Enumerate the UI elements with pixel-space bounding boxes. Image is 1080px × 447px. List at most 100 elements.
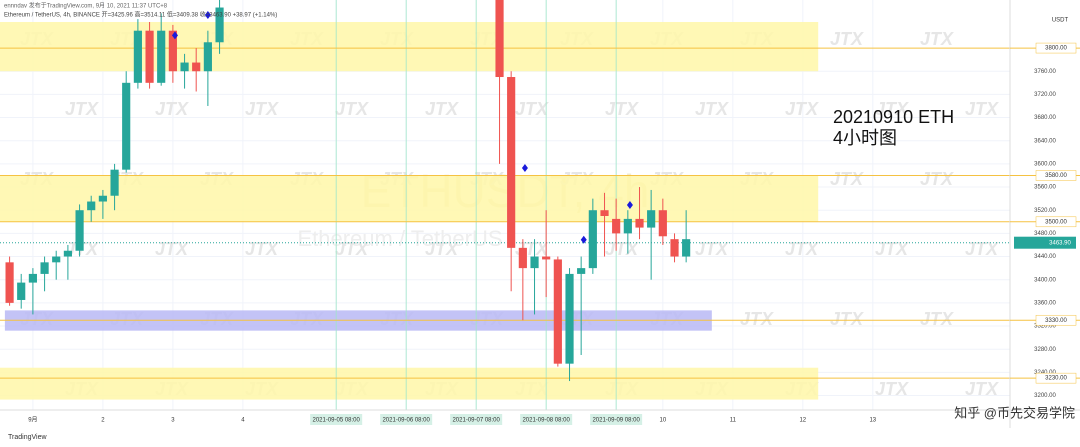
candle-body <box>565 273 574 364</box>
annotation: 4小时图 <box>833 128 897 148</box>
x-tick-label: 13 <box>869 418 876 424</box>
candle-body <box>682 239 691 257</box>
currency: USDT <box>1052 18 1069 24</box>
x-tick-label: 2021-09-06 08:00 <box>382 418 430 424</box>
x-tick-bg <box>450 414 503 425</box>
candle-body <box>507 77 516 248</box>
y-tick-label: 3320.00 <box>1034 324 1056 330</box>
y-tick-label: 3560.00 <box>1034 185 1056 191</box>
y-tick-label: 3480.00 <box>1034 231 1056 237</box>
candle-body <box>542 256 551 260</box>
x-tick-label: 2021-09-09 08:00 <box>592 418 640 424</box>
y-tick-label: 3440.00 <box>1034 254 1056 260</box>
zone <box>0 175 819 222</box>
watermark-tile: JTX <box>335 99 369 119</box>
watermark-tile: JTX <box>245 239 279 259</box>
watermark-tile: JTX <box>695 239 729 259</box>
publisher: ennndav 发布于TradingView.com, 9月 10, 2021 … <box>4 2 168 10</box>
watermark-tile: JTX <box>785 99 819 119</box>
x-tick-label: 3 <box>171 418 175 424</box>
candle-body <box>133 30 142 83</box>
x-tick-bg <box>380 414 433 425</box>
candle-body <box>28 273 37 283</box>
x-tick-label: 2021-09-07 08:00 <box>452 418 500 424</box>
watermark-tile: JTX <box>875 379 909 399</box>
x-tick-label: 11 <box>730 418 737 424</box>
signal-marker <box>626 201 633 209</box>
candle-body <box>157 30 166 83</box>
signal-marker <box>521 163 528 172</box>
y-tick-label: 3640.00 <box>1034 138 1056 144</box>
level-label: 3800.00 <box>1045 46 1067 52</box>
last-price-bg <box>1014 236 1076 249</box>
watermark-tile: JTX <box>605 99 639 119</box>
watermark-tile: JTX <box>605 239 639 259</box>
y-tick-label: 3360.00 <box>1034 300 1056 306</box>
candle-body <box>647 210 656 228</box>
watermark-tile: JTX <box>830 169 864 189</box>
watermark-tile: JTX <box>965 99 999 119</box>
candle-body <box>518 247 527 269</box>
y-tick-label: 3200.00 <box>1034 393 1056 399</box>
candle-body <box>553 259 562 364</box>
x-tick-label: 12 <box>799 418 806 424</box>
candle-body <box>17 282 26 300</box>
signal-marker <box>204 11 211 20</box>
candle-body <box>87 201 96 211</box>
watermark-tile: JTX <box>875 99 909 119</box>
x-tick-label: 2021-09-05 08:00 <box>312 418 360 424</box>
level-label: 3500.00 <box>1045 219 1067 225</box>
watermark-tile: JTX <box>155 99 189 119</box>
candle-body <box>658 210 667 237</box>
y-tick-label: 3760.00 <box>1034 69 1056 75</box>
level-label-bg <box>1035 216 1077 228</box>
watermark-tile: JTX <box>425 239 459 259</box>
last-price-label: 3463.90 <box>1049 240 1071 246</box>
x-tick-label: 9月 <box>28 417 37 424</box>
watermark-tile: JTX <box>965 379 999 399</box>
zone <box>0 367 819 400</box>
watermark-tile: JTX <box>875 239 909 259</box>
level-label: 3580.00 <box>1045 173 1067 179</box>
x-tick-bg <box>310 414 363 425</box>
watermark-tile: JTX <box>65 99 99 119</box>
y-tick-label: 3680.00 <box>1034 115 1056 121</box>
y-tick-label: 3280.00 <box>1034 347 1056 353</box>
candle-body <box>623 218 632 234</box>
x-tick-label: 4 <box>241 418 245 424</box>
watermark-tile: JTX <box>830 29 864 49</box>
x-tick-bg <box>590 414 643 425</box>
candle-body <box>52 256 61 263</box>
watermark-tile: JTX <box>920 29 954 49</box>
watermark-tile: JTX <box>155 239 189 259</box>
candle-body <box>215 7 224 43</box>
watermark: Ethereum / TetherUS <box>297 226 502 251</box>
annotation: 20210910 ETH <box>833 107 954 127</box>
candle-body <box>75 210 84 251</box>
y-tick-label: 3600.00 <box>1034 161 1056 167</box>
level-label-bg <box>1035 42 1077 54</box>
y-tick-label: 3720.00 <box>1034 92 1056 98</box>
candle-body <box>203 42 212 72</box>
y-tick-label: 3520.00 <box>1034 208 1056 214</box>
x-tick-label: 2021-09-08 08:00 <box>522 418 570 424</box>
candle-body <box>145 30 154 83</box>
watermark-tile: JTX <box>920 169 954 189</box>
zone <box>0 22 819 72</box>
watermark-tile: JTX <box>830 309 864 329</box>
level-label-bg <box>1035 314 1077 326</box>
x-tick-bg <box>520 414 573 425</box>
candle-body <box>530 256 539 269</box>
watermark-tile: JTX <box>515 99 549 119</box>
watermark-tile: JTX <box>740 309 774 329</box>
plot-area: ETHUSDT, 4hEthereum / TetherUSJTXJTXJTXJ… <box>0 0 1010 410</box>
signal-marker <box>171 31 178 40</box>
x-tick-label: 2 <box>101 418 105 424</box>
candle-body <box>63 250 72 257</box>
symbol-info: Ethereum / TetherUS, 4h, BINANCE 开=3425.… <box>4 11 277 19</box>
candle-body <box>670 239 679 257</box>
candle-body <box>5 262 14 303</box>
candle-body <box>588 210 597 269</box>
signal-marker <box>580 235 587 244</box>
